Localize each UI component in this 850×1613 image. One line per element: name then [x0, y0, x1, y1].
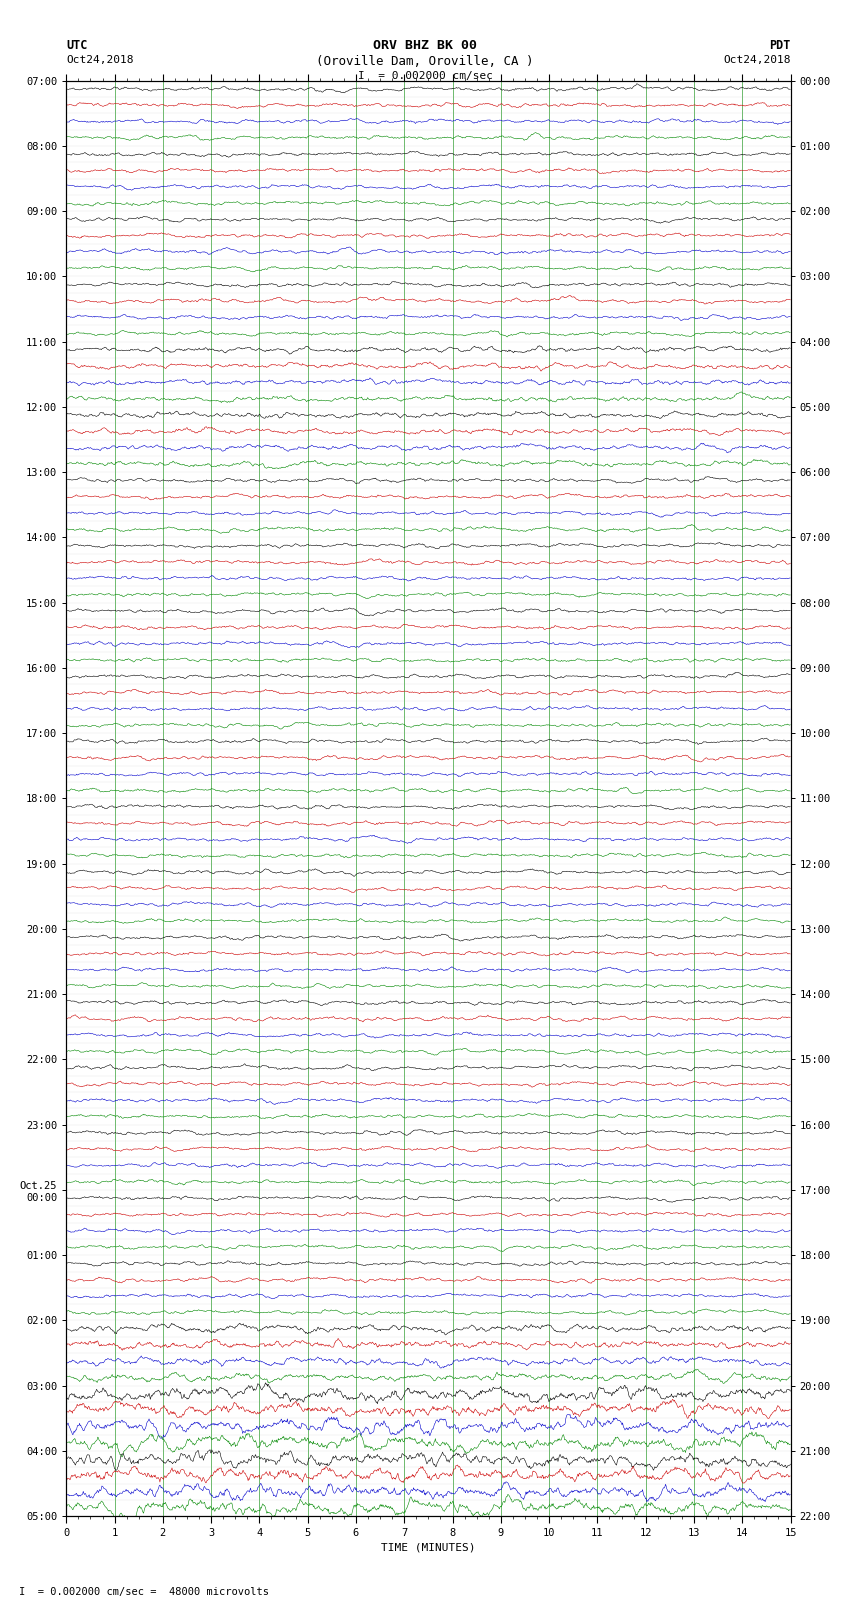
Text: UTC: UTC: [66, 39, 88, 52]
Text: Oct24,2018: Oct24,2018: [723, 55, 791, 65]
Text: Oct24,2018: Oct24,2018: [66, 55, 133, 65]
Text: PDT: PDT: [769, 39, 790, 52]
Text: I  = 0.002000 cm/sec: I = 0.002000 cm/sec: [358, 71, 492, 81]
X-axis label: TIME (MINUTES): TIME (MINUTES): [381, 1542, 476, 1552]
Text: I  = 0.002000 cm/sec =  48000 microvolts: I = 0.002000 cm/sec = 48000 microvolts: [19, 1587, 269, 1597]
Text: (Oroville Dam, Oroville, CA ): (Oroville Dam, Oroville, CA ): [316, 55, 534, 68]
Text: ORV BHZ BK 00: ORV BHZ BK 00: [373, 39, 477, 52]
